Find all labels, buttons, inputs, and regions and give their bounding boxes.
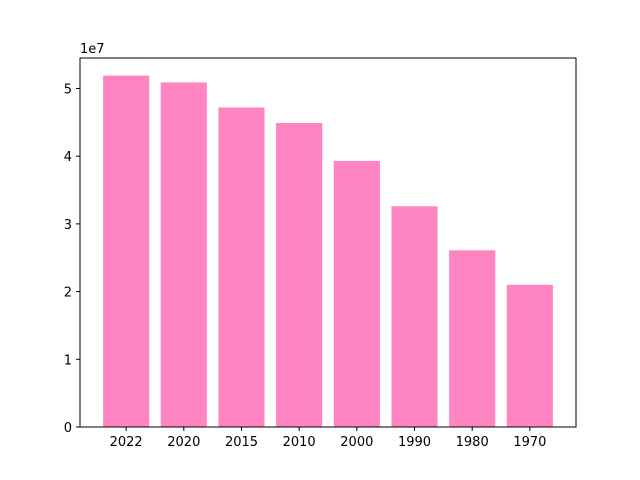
bar-2022	[103, 75, 150, 427]
y-tick-label: 1	[64, 353, 72, 368]
x-tick-label: 2015	[225, 435, 258, 450]
x-tick-label: 1970	[513, 435, 546, 450]
x-tick-label: 1990	[398, 435, 431, 450]
bar-1980	[449, 250, 496, 427]
x-tick-label: 2022	[110, 435, 143, 450]
y-tick-label: 0	[64, 421, 72, 436]
y-tick-label: 3	[64, 218, 72, 233]
x-tick-label: 1980	[456, 435, 489, 450]
bar-2020	[160, 82, 207, 428]
bar-2015	[218, 107, 265, 428]
x-tick-label: 2020	[167, 435, 200, 450]
plot-frame	[79, 57, 577, 428]
y-tick-label: 5	[64, 82, 72, 97]
bars-group	[103, 75, 553, 428]
bar-2010	[276, 123, 323, 427]
bar-1990	[391, 206, 438, 427]
bar-2000	[333, 160, 380, 427]
y-tick-label: 2	[64, 286, 72, 301]
y-tick-label: 4	[64, 150, 72, 165]
x-tick-label: 2010	[283, 435, 316, 450]
y-axis: 0 1 2 3 4 5	[64, 82, 80, 436]
y-offset-label: 1e7	[80, 42, 105, 57]
x-tick-label: 2000	[340, 435, 373, 450]
bar-1970	[506, 284, 553, 427]
x-axis: 2022 2020 2015 2010 2000 1990 1980 1970	[110, 427, 546, 450]
